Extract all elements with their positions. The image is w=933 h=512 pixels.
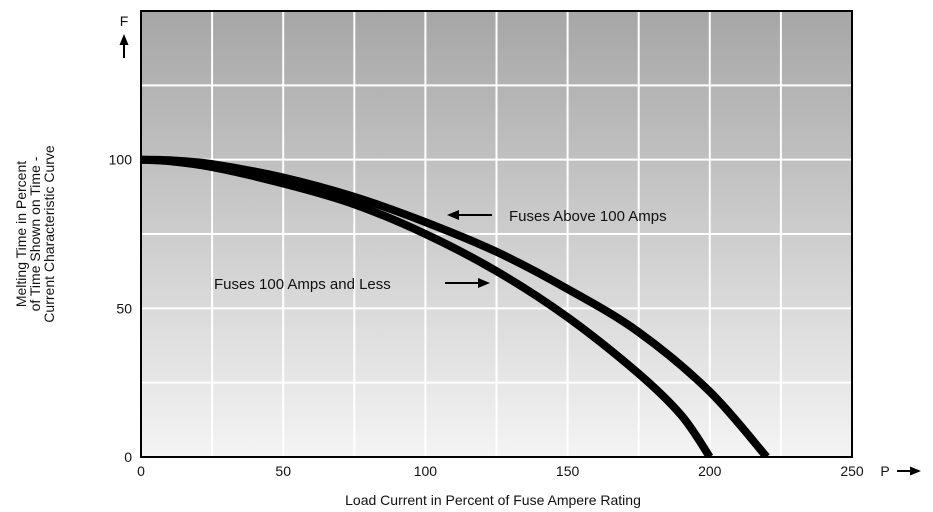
annotation-label-100-and-less: Fuses 100 Amps and Less [214,276,391,293]
x-axis-letter: P [880,463,889,479]
y-tick-label: 0 [124,449,132,465]
y-axis-up-arrow-icon [119,34,129,58]
x-axis-title: Load Current in Percent of Fuse Ampere R… [345,492,641,508]
right-arrow-icon [445,278,490,288]
y-tick-label: 100 [109,152,133,168]
x-tick-label: 0 [137,463,145,479]
y-tick-labels: 0 50 100 [109,152,133,465]
x-tick-label: 250 [840,463,864,479]
curves [141,155,770,457]
x-tick-label: 50 [275,463,291,479]
annotation-label-above-100: Fuses Above 100 Amps [509,208,667,225]
x-axis-right-arrow-icon [897,466,921,476]
x-tick-label: 150 [556,463,580,479]
grid [141,11,852,457]
y-axis-title-line-3: Current Characteristic Curve [41,145,57,323]
left-arrow-icon [447,210,492,220]
y-axis-title-line-1: Melting Time in Percent [13,161,29,307]
x-tick-label: 100 [414,463,438,479]
annotation-100-and-less: Fuses 100 Amps and Less [214,276,490,293]
x-tick-labels: 0 50 100 150 200 250 [137,463,864,479]
y-axis-title-line-2: of Time Shown on Time - [27,156,43,311]
y-axis-title: Melting Time in Percent of Time Shown on… [13,145,57,323]
plot-frame [140,10,853,458]
y-axis-letter: F [120,13,129,29]
x-tick-label: 200 [698,463,722,479]
annotation-above-100: Fuses Above 100 Amps [447,208,667,225]
series-curve-2 [141,155,714,457]
y-tick-label: 50 [116,300,132,316]
